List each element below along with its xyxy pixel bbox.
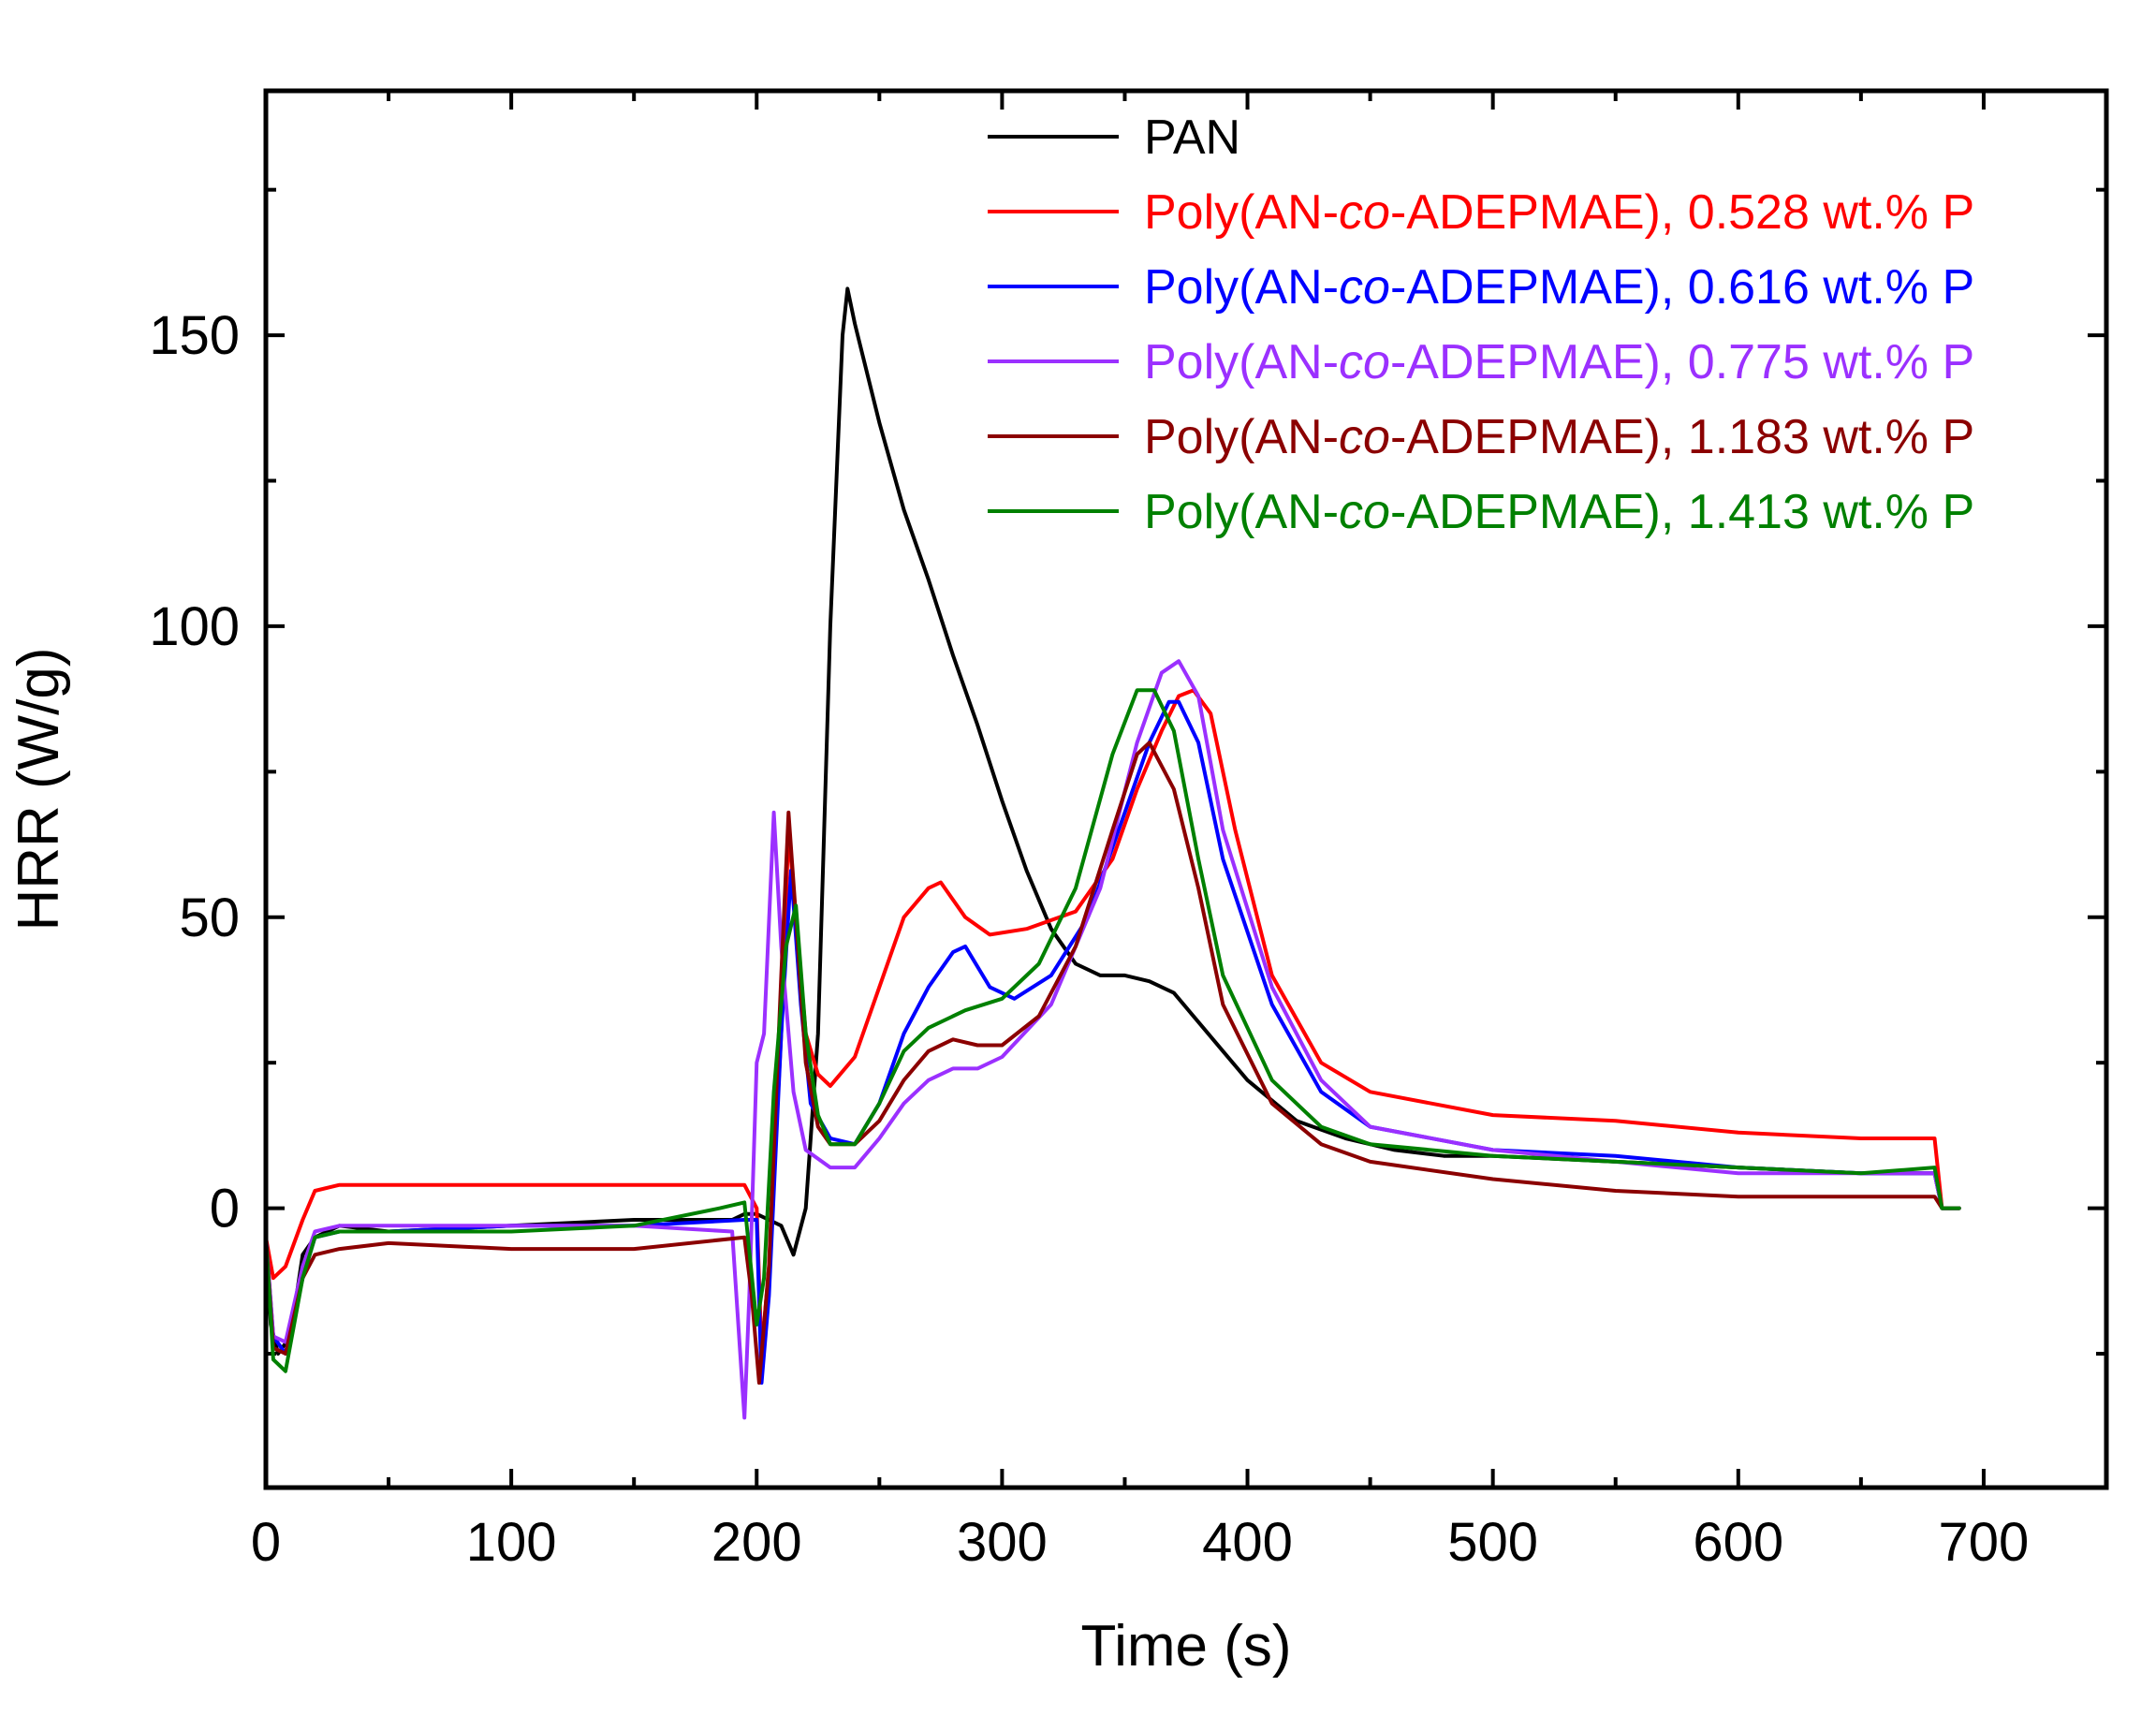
legend-label-2: Poly(AN-co-ADEPMAE), 0.616 wt.% P <box>1144 260 1974 315</box>
plot-frame <box>263 88 2109 1490</box>
x-tick-label: 200 <box>711 1512 802 1573</box>
legend-label-1: Poly(AN-co-ADEPMAE), 0.528 wt.% P <box>1144 185 1974 240</box>
x-tick-label: 100 <box>466 1512 557 1573</box>
legend-label-0: PAN <box>1144 110 1240 165</box>
x-tick-label: 500 <box>1447 1512 1538 1573</box>
series-group <box>266 286 1961 1420</box>
x-axis-title: Time (s) <box>1081 1614 1292 1679</box>
series-line-4 <box>266 741 1961 1386</box>
x-tick-label: 400 <box>1202 1512 1293 1573</box>
y-tick-label: 0 <box>210 1179 240 1239</box>
legend-label-3: Poly(AN-co-ADEPMAE), 0.775 wt.% P <box>1144 335 1974 389</box>
x-tick-label: 300 <box>957 1512 1048 1573</box>
x-tick-label: 0 <box>251 1512 281 1573</box>
legend-label-5: Poly(AN-co-ADEPMAE), 1.413 wt.% P <box>1144 485 1974 539</box>
y-tick-label: 100 <box>149 596 240 657</box>
y-axis-title: HRR (W/g) <box>7 647 71 931</box>
series-line-1 <box>266 688 1961 1356</box>
x-tick-label: 600 <box>1693 1512 1783 1573</box>
tick-labels: 0 100 200 300 400 500 600 700 0 50 100 150 <box>149 305 2029 1573</box>
legend: PAN Poly(AN-co-ADEPMAE), 0.528 wt.% P Poly… <box>988 110 1974 539</box>
x-tick-label: 700 <box>1939 1512 2030 1573</box>
series-line-5 <box>266 688 1961 1373</box>
y-tick-label: 150 <box>149 305 240 366</box>
series-line-3 <box>266 659 1961 1420</box>
legend-label-4: Poly(AN-co-ADEPMAE), 1.183 wt.% P <box>1144 410 1974 464</box>
y-tick-label: 50 <box>179 887 240 948</box>
